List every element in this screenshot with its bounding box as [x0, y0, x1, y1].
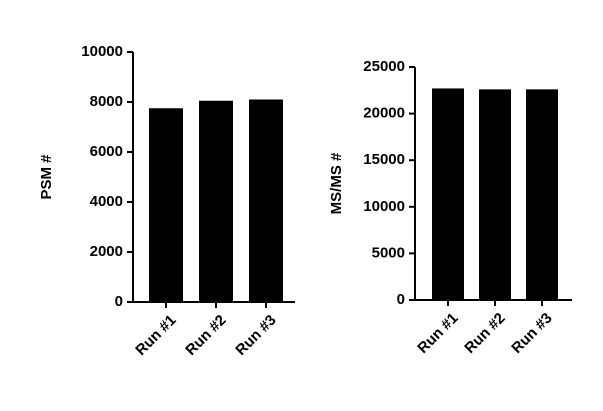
x-tick-label: Run #3: [232, 312, 279, 359]
bar: [149, 108, 183, 302]
y-tick-label: 0: [397, 291, 405, 308]
y-tick-label: 15000: [363, 151, 405, 168]
bar: [432, 88, 464, 300]
x-tick-label: Run #2: [461, 310, 508, 357]
bar: [249, 99, 283, 302]
y-tick-label: 20000: [363, 105, 405, 122]
y-tick-label: 8000: [90, 93, 123, 110]
bar: [199, 100, 233, 302]
bar: [479, 89, 511, 300]
y-tick-label: 4000: [90, 193, 123, 210]
y-tick-label: 10000: [81, 43, 123, 60]
y-tick-label: 0: [115, 293, 123, 310]
y-tick-label: 25000: [363, 58, 405, 75]
x-tick-label: Run #1: [414, 310, 461, 357]
bar: [526, 89, 558, 300]
y-tick-label: 6000: [90, 143, 123, 160]
y-axis-label: MS/MS #: [328, 152, 345, 214]
y-tick-label: 2000: [90, 243, 123, 260]
x-tick-label: Run #2: [182, 312, 229, 359]
x-tick-label: Run #3: [508, 310, 555, 357]
y-tick-label: 5000: [372, 244, 405, 261]
y-tick-label: 10000: [363, 198, 405, 215]
x-tick-label: Run #1: [132, 312, 179, 359]
y-axis-label: PSM #: [38, 154, 55, 200]
